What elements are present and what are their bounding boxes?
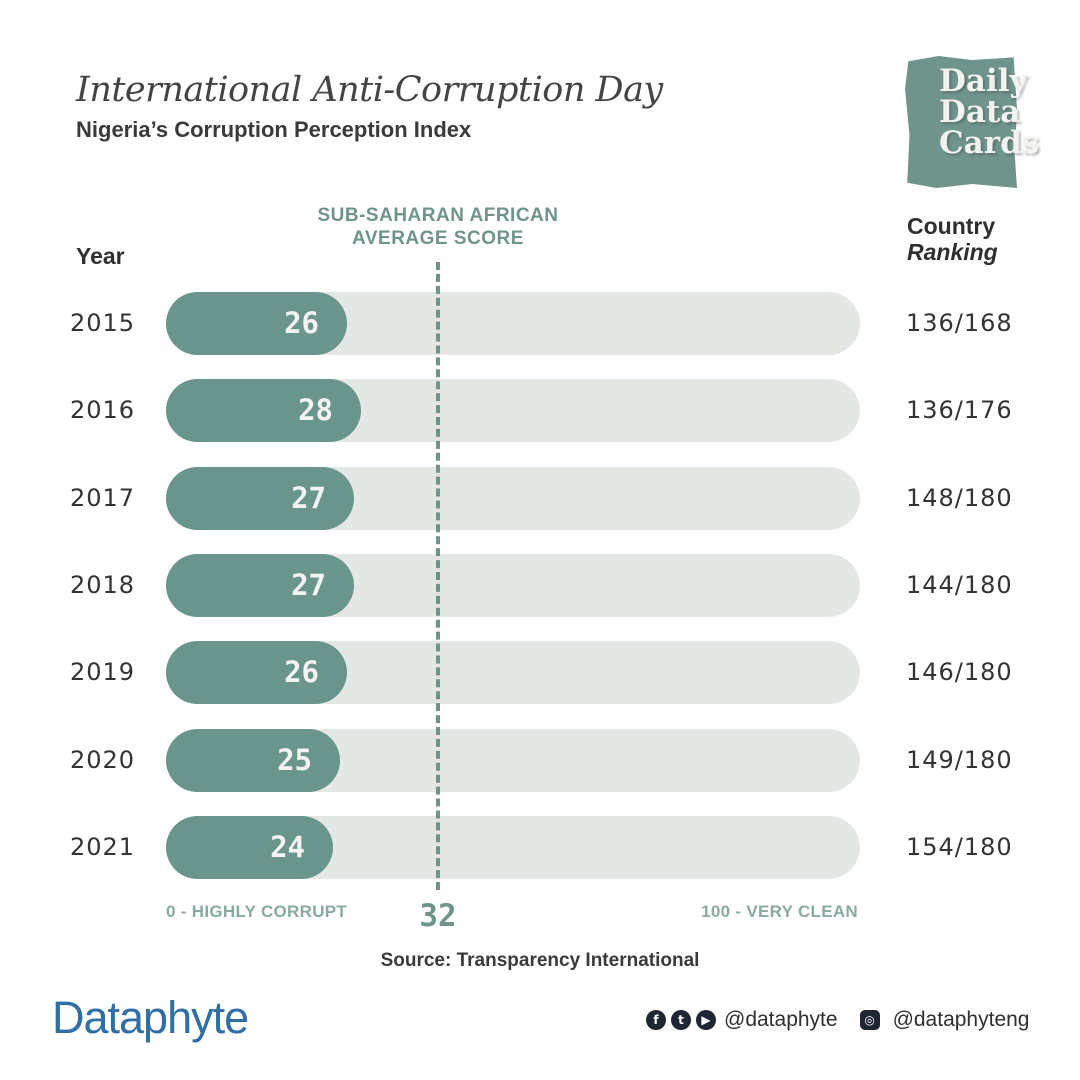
bar: 25: [166, 728, 340, 792]
bar: 28: [166, 379, 361, 443]
chart-row: 2018 27 144/180: [0, 553, 1080, 617]
social-handles: f t ▶ @dataphyte ◎ @dataphyteng: [646, 1006, 1029, 1034]
logo-brush-background: [905, 56, 1017, 188]
bar-value-label: 28: [298, 393, 333, 428]
bar-value-label: 26: [284, 655, 319, 690]
year-label: 2017: [70, 483, 136, 512]
social-handle-main[interactable]: @dataphyte: [724, 1008, 838, 1031]
country-ranking: 146/180: [906, 658, 1013, 687]
year-column-header: Year: [76, 243, 125, 269]
twitter-icon[interactable]: t: [671, 1010, 691, 1030]
instagram-icon[interactable]: ◎: [859, 1010, 880, 1030]
country-ranking: 148/180: [906, 483, 1013, 512]
year-label: 2015: [70, 309, 136, 337]
bar-value-label: 27: [291, 567, 326, 602]
page-title: International Anti-Corruption Day: [76, 70, 663, 110]
chart-row: 2021 24 154/180: [0, 815, 1080, 879]
country-ranking: 136/176: [906, 396, 1013, 425]
bar-value-label: 26: [284, 306, 319, 340]
bar-value-label: 27: [291, 480, 326, 515]
country-ranking: 136/168: [906, 309, 1013, 337]
social-handle-instagram[interactable]: @dataphyteng: [892, 1008, 1030, 1031]
dataphyte-logo: Dataphyte: [52, 992, 249, 1043]
bar: 27: [166, 466, 354, 530]
ranking-column-header: Country Ranking: [907, 213, 998, 265]
daily-data-cards-logo: Daily Data Cards: [905, 48, 1039, 188]
country-ranking: 154/180: [906, 832, 1013, 861]
country-ranking: 144/180: [906, 570, 1013, 599]
chart-row: 2015 26 136/168: [0, 292, 1080, 355]
bar-value-label: 25: [277, 742, 312, 777]
average-reference-line: [436, 262, 440, 890]
ranking-header-line2: Ranking: [907, 239, 998, 265]
logo-text: Daily Data Cards: [939, 63, 1040, 161]
year-label: 2018: [70, 570, 136, 599]
bar: 26: [166, 641, 347, 705]
bar-value-label: 24: [270, 829, 305, 864]
source-note: Source: Transparency International: [380, 950, 700, 971]
axis-max-label: 100 - VERY CLEAN: [701, 902, 858, 921]
ranking-header-line1: Country: [907, 213, 996, 239]
facebook-icon[interactable]: f: [646, 1010, 666, 1030]
country-ranking: 149/180: [906, 745, 1013, 774]
average-value-label: 32: [419, 898, 457, 934]
bar: 24: [166, 815, 333, 879]
bar: 26: [166, 292, 347, 355]
average-score-label: SUB-SAHARAN AFRICAN AVERAGE SCORE: [317, 205, 559, 249]
chart-row: 2019 26 146/180: [0, 641, 1080, 705]
chart-row: 2017 27 148/180: [0, 466, 1080, 530]
year-label: 2020: [70, 745, 136, 774]
bar: 27: [166, 553, 354, 617]
axis-min-label: 0 - HIGHLY CORRUPT: [166, 902, 348, 921]
year-label: 2019: [70, 658, 136, 687]
youtube-icon[interactable]: ▶: [696, 1010, 716, 1030]
page-subtitle: Nigeria’s Corruption Perception Index: [76, 117, 472, 142]
chart-row: 2020 25 149/180: [0, 728, 1080, 792]
year-label: 2021: [70, 832, 136, 861]
year-label: 2016: [70, 396, 136, 425]
chart-row: 2016 28 136/176: [0, 379, 1080, 443]
